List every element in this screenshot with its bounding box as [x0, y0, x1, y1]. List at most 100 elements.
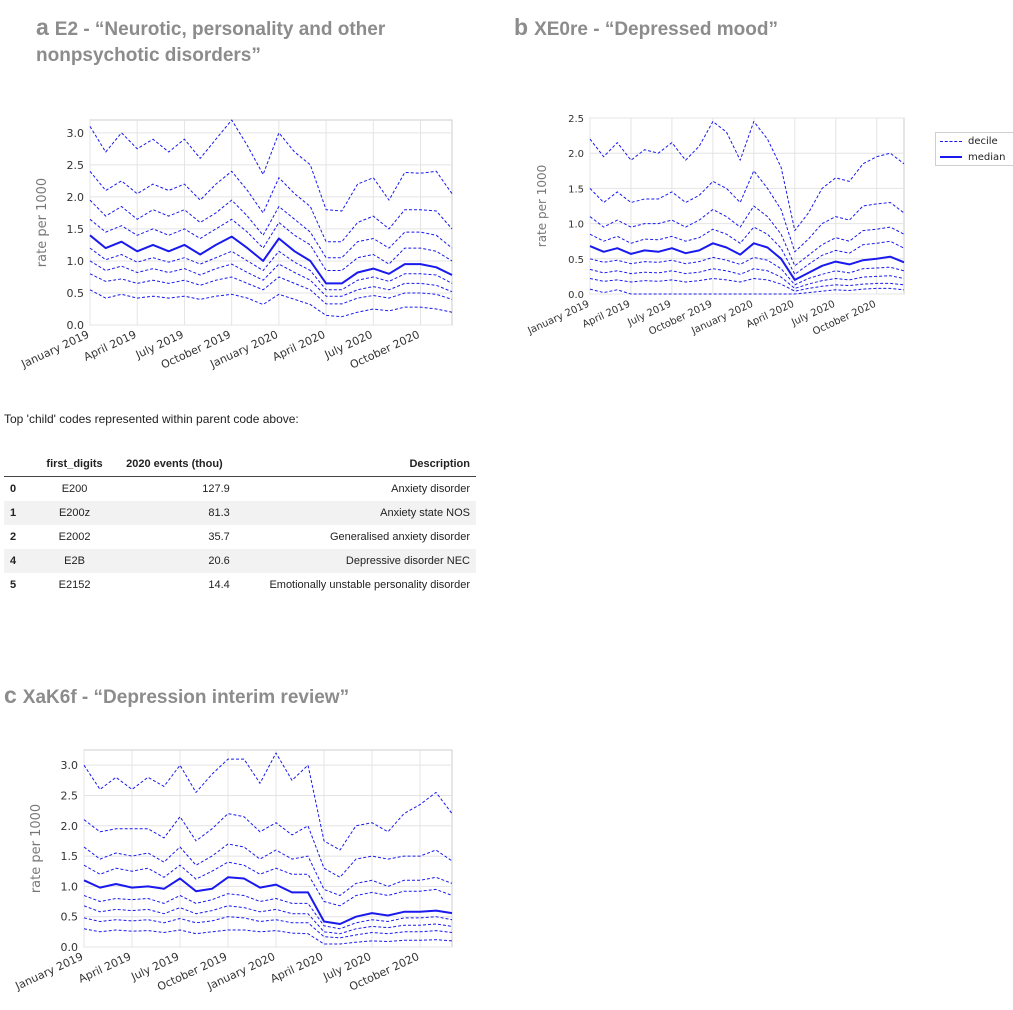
decile-series-line: [83, 905, 453, 935]
decile-series-line: [83, 916, 453, 939]
y-tick-label: 1.5: [568, 184, 584, 195]
y-tick-label: 2.5: [67, 159, 85, 172]
decile-series-line: [89, 260, 453, 297]
y-tick-label: 2.0: [61, 820, 79, 833]
row-events: 127.9: [202, 483, 230, 495]
x-tick-label: April 2020: [268, 950, 325, 986]
decile-series-line: [589, 121, 905, 232]
legend-decile-swatch: [940, 140, 962, 142]
panel-b-title-text: XE0re - “Depressed mood”: [534, 19, 778, 40]
decile-series-line: [83, 752, 453, 851]
row-index: 1: [4, 501, 36, 525]
y-tick-label: 1.5: [67, 223, 85, 236]
decile-series-line: [83, 813, 453, 878]
decile-series-line: [89, 289, 453, 318]
table-row: 2 E2002 35.7 Generalised anxiety disorde…: [4, 525, 476, 549]
table-header-first-digits: first_digits: [36, 452, 114, 477]
row-first-digits: E200z: [36, 501, 114, 525]
panel-b-letter: b: [514, 14, 529, 40]
x-tick-label: April 2019: [76, 950, 133, 986]
panel-a-title-text: E2 - “Neurotic, personality and other no…: [36, 19, 386, 66]
legend-decile-label: decile: [968, 135, 998, 147]
y-tick-label: 2.0: [568, 149, 584, 160]
row-index: 5: [10, 579, 17, 591]
y-tick-label: 1.0: [67, 255, 85, 268]
row-description: Anxiety disorder: [391, 483, 470, 495]
plot-area: [83, 749, 453, 948]
decile-series-line: [589, 170, 905, 253]
y-tick-label: 1.0: [61, 880, 79, 893]
decile-series-line: [589, 226, 905, 275]
row-events: 20.6: [113, 549, 236, 573]
table-caption: Top 'child' codes represented within par…: [4, 412, 299, 426]
table-row: 4 E2B 20.6 Depressive disorder NEC: [4, 549, 476, 573]
table-row: 1 E200z 81.3 Anxiety state NOS: [4, 501, 476, 525]
x-tick-label: April 2020: [271, 328, 328, 364]
row-index: 4: [4, 549, 36, 573]
y-tick-label: 2.5: [61, 789, 79, 802]
y-tick-label: 3.0: [67, 127, 85, 140]
panel-a-letter: a: [36, 14, 49, 40]
y-tick-label: 1.5: [61, 850, 79, 863]
y-tick-label: 0.5: [61, 911, 79, 924]
decile-series-line: [83, 928, 453, 945]
decile-series-line: [83, 893, 453, 930]
row-description: Depressive disorder NEC: [235, 549, 476, 573]
row-index: 2: [10, 531, 17, 543]
x-tick-label: January 2019: [525, 299, 591, 338]
y-tick-label: 2.5: [568, 114, 584, 125]
row-first-digits: E2002: [58, 531, 91, 543]
table-header-row: first_digits 2020 events (thou) Descript…: [4, 452, 476, 477]
x-tick-label: January 2019: [19, 328, 92, 371]
y-tick-label: 0.5: [568, 255, 584, 266]
panel-b-title: b XE0re - “Depressed mood”: [514, 14, 934, 43]
legend-median-swatch: [940, 156, 962, 158]
table-row: 0 E200 127.9 Anxiety disorder: [4, 477, 476, 502]
median-series-line: [589, 242, 905, 281]
panel-c-title: c XaK6f - “Depression interim review”: [4, 682, 464, 711]
row-first-digits: E2B: [36, 549, 114, 573]
decile-series-line: [89, 218, 453, 271]
decile-series-line: [589, 205, 905, 267]
y-axis-label: rate per 1000: [29, 804, 44, 893]
table-header-description: Description: [235, 452, 476, 477]
decile-series-line: [589, 268, 905, 289]
child-codes-table: first_digits 2020 events (thou) Descript…: [4, 452, 476, 597]
decile-series-line: [89, 170, 453, 243]
decile-series-line: [89, 199, 453, 259]
row-events: 81.3: [113, 501, 236, 525]
legend-item-median: median: [936, 149, 1013, 165]
median-series-line: [83, 876, 453, 925]
y-tick-label: 0.0: [67, 319, 85, 332]
table-header-events: 2020 events (thou): [113, 452, 236, 477]
median-series-line: [89, 234, 453, 285]
panel-c-title-text: XaK6f - “Depression interim review”: [22, 687, 350, 708]
legend-median-label: median: [968, 151, 1006, 163]
row-events: 14.4: [208, 579, 230, 591]
x-tick-label: April 2019: [82, 328, 139, 364]
panel-c-letter: c: [4, 682, 17, 708]
panel-a-title: a E2 - “Neurotic, personality and other n…: [36, 14, 486, 69]
row-first-digits: E2152: [58, 579, 91, 591]
chart-b-legend: decile median: [935, 132, 1013, 166]
y-tick-label: 3.0: [61, 759, 79, 772]
table-header-index: [4, 452, 36, 477]
y-tick-label: 0.0: [568, 290, 584, 301]
y-tick-label: 0.5: [67, 287, 85, 300]
y-axis-label: rate per 1000: [35, 178, 50, 267]
row-description: Generalised anxiety disorder: [329, 531, 470, 543]
y-axis-label: rate per 1000: [535, 165, 549, 247]
row-description: Emotionally unstable personality disorde…: [269, 579, 470, 591]
decile-series-line: [89, 119, 453, 212]
y-tick-label: 0.0: [61, 941, 79, 954]
row-description: Anxiety state NOS: [235, 501, 476, 525]
decile-series-line: [89, 247, 453, 291]
decile-series-line: [83, 861, 453, 907]
y-tick-label: 1.0: [568, 220, 584, 231]
x-tick-label: January 2019: [13, 950, 86, 993]
row-events: 35.7: [208, 531, 230, 543]
table-row: 5 E2152 14.4 Emotionally unstable person…: [4, 573, 476, 597]
